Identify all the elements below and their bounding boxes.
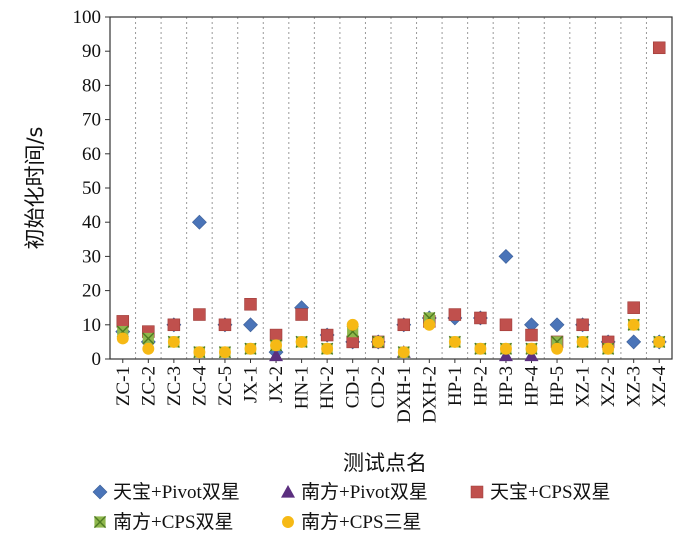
legend-marker-series-4: [93, 515, 107, 529]
x-tick-label: ZC-1: [113, 366, 134, 406]
data-point-series-3: [576, 318, 589, 332]
data-point-series-5: [270, 339, 282, 352]
x-tick-label: ZC-3: [164, 366, 185, 406]
x-tick-label: HN-1: [292, 366, 313, 409]
data-point-series-1: [626, 334, 642, 350]
data-point-series-3: [499, 318, 513, 332]
data-point-series-5: [346, 318, 359, 331]
x-tick-label: HP-5: [547, 366, 568, 406]
data-point-series-1: [243, 317, 258, 333]
data-point-series-5: [602, 342, 615, 355]
data-point-series-3: [193, 308, 206, 321]
y-tick-label: 80: [82, 75, 101, 96]
data-point-series-1: [191, 214, 207, 230]
y-tick-label: 30: [82, 246, 101, 267]
legend-label-series-1: 天宝+Pivot双星: [113, 481, 240, 503]
x-tick-label: JX-1: [241, 366, 262, 403]
x-tick-label: XZ-1: [573, 366, 594, 407]
data-point-series-5: [219, 346, 231, 359]
legend-marker-series-3: [470, 485, 484, 499]
data-point-series-2: [269, 348, 284, 362]
data-point-series-4: [142, 332, 155, 345]
x-tick-label: XZ-4: [649, 366, 670, 408]
data-point-series-5: [142, 342, 155, 355]
data-point-series-3: [167, 318, 181, 332]
legend-label-series-3: 天宝+CPS双星: [490, 481, 611, 503]
data-point-series-5: [193, 346, 206, 359]
x-tick-label: ZC-4: [189, 366, 210, 407]
x-axis-ticks: ZC-1 ZC-2 ZC-3 ZC-4 ZC-5 JX-1 JX-2 HN-1 HN-2 CD-1…: [113, 359, 670, 423]
x-tick-label: ZC-5: [215, 366, 236, 406]
data-point-series-5: [474, 342, 487, 355]
legend-marker-series-1: [92, 484, 108, 500]
x-tick-label: HN-2: [317, 366, 338, 409]
y-tick-label: 50: [82, 178, 101, 199]
x-tick-label: DXH-1: [394, 366, 415, 423]
grid-lines: [135, 17, 647, 359]
x-tick-label: HP-3: [496, 366, 517, 406]
y-axis-ticks: 0 10 20 30 40 50 60 70 80 90 100: [73, 7, 110, 370]
data-point-series-5: [627, 318, 640, 331]
legend-label-series-2: 南方+Pivot双星: [301, 481, 428, 503]
legend-marker-series-5: [282, 516, 294, 528]
data-point-series-5: [500, 342, 512, 355]
data-point-series-5: [653, 335, 666, 348]
x-tick-label: XZ-3: [624, 366, 645, 407]
x-tick-label: CD-1: [343, 366, 364, 408]
legend-label-series-4: 南方+CPS双星: [113, 511, 234, 533]
data-point-series-1: [549, 317, 565, 333]
x-tick-label: XZ-2: [598, 366, 619, 407]
y-tick-label: 10: [82, 315, 101, 336]
y-axis-title: 初始化时间/s: [23, 126, 47, 249]
data-point-series-5: [372, 335, 385, 348]
data-point-series-3: [474, 311, 487, 325]
data-point-series-3: [652, 41, 666, 55]
data-point-series-5: [525, 342, 538, 355]
x-axis-title: 测试点名: [343, 451, 427, 475]
data-point-series-3: [269, 328, 283, 342]
y-tick-label: 90: [82, 41, 101, 62]
data-point-series-3: [397, 318, 411, 332]
data-point-series-1: [498, 248, 514, 264]
y-tick-label: 100: [73, 7, 102, 28]
data-point-series-3: [627, 301, 640, 314]
data-point-series-3: [116, 315, 130, 328]
data-point-series-3: [448, 308, 462, 321]
data-point-series-5: [448, 335, 461, 348]
y-tick-label: 20: [82, 281, 101, 302]
data-point-series-3: [346, 335, 359, 349]
data-point-series-5: [576, 335, 589, 348]
data-point-series-3: [525, 328, 538, 342]
data-point-series-3: [244, 298, 257, 311]
x-tick-label: DXH-2: [419, 366, 440, 423]
data-point-series-5: [321, 342, 334, 355]
data-point-series-5: [116, 332, 129, 345]
data-point-series-5: [551, 342, 563, 355]
data-point-series-5: [244, 342, 257, 355]
y-tick-label: 70: [82, 110, 101, 131]
data-points: [115, 41, 667, 362]
y-tick-label: 0: [92, 349, 102, 370]
x-tick-label: CD-2: [368, 366, 389, 408]
x-tick-label: ZC-2: [138, 366, 159, 406]
y-tick-label: 40: [82, 212, 101, 233]
data-point-series-3: [295, 308, 308, 321]
data-point-series-2: [498, 348, 513, 362]
x-tick-label: HP-1: [445, 366, 466, 406]
data-point-series-3: [320, 328, 334, 342]
data-point-series-2: [524, 348, 539, 362]
y-tick-label: 60: [82, 144, 101, 165]
x-tick-label: HP-2: [470, 366, 491, 406]
data-point-series-5: [295, 335, 308, 348]
x-tick-label: HP-4: [522, 366, 543, 407]
data-point-series-5: [423, 318, 436, 331]
legend-marker-series-2: [281, 485, 295, 498]
data-point-series-5: [167, 335, 180, 348]
x-tick-label: JX-2: [266, 366, 287, 403]
data-point-series-5: [397, 346, 410, 359]
data-point-series-3: [218, 318, 232, 332]
legend-label-series-5: 南方+CPS三星: [301, 511, 422, 533]
